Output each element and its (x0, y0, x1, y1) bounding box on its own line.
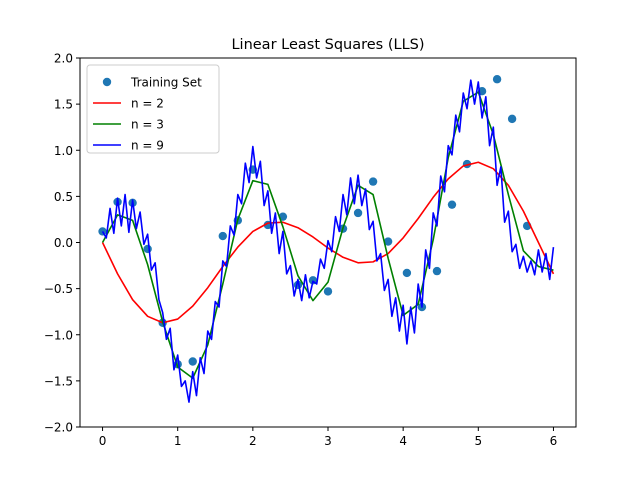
x-tick-label: 6 (550, 434, 558, 448)
y-tick-label: −2.0 (44, 421, 73, 435)
y-tick-label: 1.0 (54, 144, 73, 158)
legend-label: Training Set (130, 76, 202, 90)
series-line-n-9 (101, 79, 555, 403)
y-tick-label: 0.5 (54, 190, 73, 204)
scatter-point (492, 75, 502, 84)
x-tick-label: 5 (474, 434, 482, 448)
legend-box (86, 64, 220, 154)
series-line-n-2 (101, 161, 555, 324)
x-tick-label: 3 (324, 434, 332, 448)
x-tick-label: 2 (249, 434, 257, 448)
y-tick-label: −1.5 (44, 374, 73, 388)
y-tick-label: 0.0 (54, 236, 73, 250)
y-tick-label: 2.0 (54, 52, 73, 66)
x-tick-label: 4 (399, 434, 407, 448)
plot-area (98, 75, 555, 403)
scatter-point (323, 287, 333, 296)
scatter-point (218, 231, 227, 241)
chart-title: Linear Least Squares (LLS) (231, 37, 424, 53)
scatter-point (447, 200, 457, 209)
series-line-n-3 (101, 91, 554, 379)
scatter-point (143, 244, 152, 254)
axes: 0 1 2 3 4 5 6 −2.0 −1.5 −1.0 −0.5 0.0 0.5 1.0 1.5 2.0 (44, 52, 577, 448)
scatter-point (368, 177, 378, 186)
x-tick-label: 1 (174, 434, 182, 448)
scatter-point (353, 208, 363, 218)
scatter-point (432, 266, 442, 276)
scatter-point (507, 114, 517, 124)
y-tick-label: −1.0 (44, 328, 73, 342)
legend-label: n = 2 (131, 97, 164, 111)
legend: Training Set n = 2 n = 3 n = 9 (86, 64, 220, 154)
legend-marker (102, 77, 112, 87)
scatter-point (402, 268, 412, 278)
y-tick-label: −0.5 (44, 282, 73, 296)
legend-label: n = 9 (131, 139, 164, 153)
scatter-point (383, 237, 393, 246)
scatter-point (188, 357, 197, 366)
legend-label: n = 3 (131, 118, 164, 132)
x-tick-label: 0 (99, 434, 107, 448)
y-tick-label: 1.5 (54, 98, 73, 112)
